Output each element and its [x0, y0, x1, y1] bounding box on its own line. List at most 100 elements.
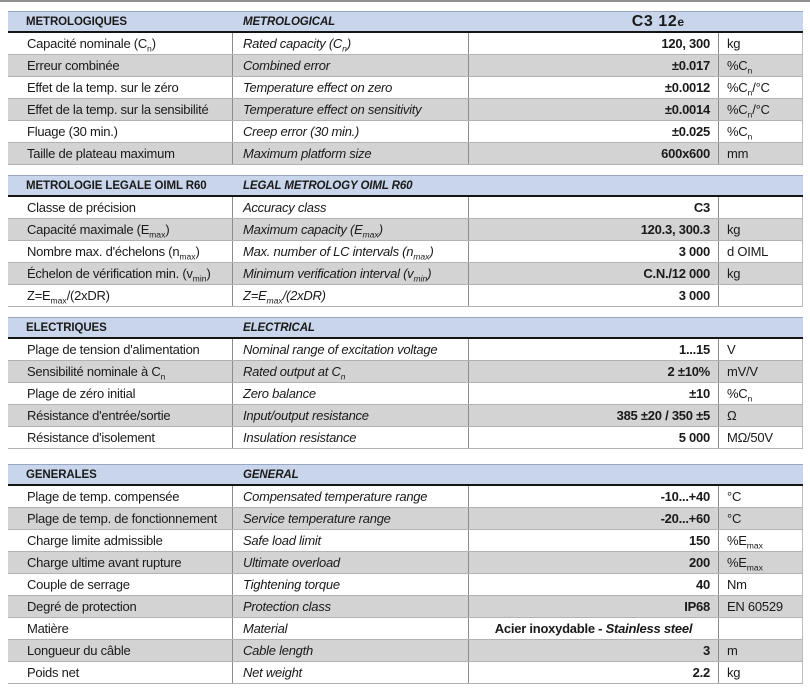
value-cell: ±0.0014 [469, 99, 719, 120]
value-cell: 3 [469, 640, 719, 661]
section-title-fr: MÉTROLOGIE LÉGALE OIML R60 [26, 179, 207, 192]
value-cell: 3 000 [469, 241, 719, 262]
label-fr-cell: Charge ultime avant rupture [8, 552, 233, 573]
table-row: Plage de temp. de fonctionnement Service … [8, 508, 803, 530]
label-fr-cell: Couple de serrage [8, 574, 233, 595]
section-metrological: MÉTROLOGIQUES METROLOGICAL C3 12e Capacité … [8, 11, 803, 165]
section-header: MÉTROLOGIE LÉGALE OIML R60 LEGAL METROLOG… [8, 175, 803, 197]
label-en-cell: Material [233, 618, 469, 639]
label-en-cell: Service temperature range [233, 508, 469, 529]
value-cell: 385 ±20 / 350 ±5 [469, 405, 719, 426]
section-header: ÉLECTRIQUES ELECTRICAL [8, 317, 803, 339]
label-fr-cell: Taille de plateau maximum [8, 143, 233, 164]
unit-cell: mV/V [719, 361, 803, 382]
unit-cell: Nm [719, 574, 803, 595]
label-en-cell: Z=Emax/(2xDR) [233, 285, 469, 306]
value-cell: 120, 300 [469, 33, 719, 54]
label-en-cell: Compensated temperature range [233, 486, 469, 507]
section-title-en: ELECTRICAL [243, 321, 315, 334]
label-fr-cell: Effet de la temp. sur le zéro [8, 77, 233, 98]
value-cell: 3 000 [469, 285, 719, 306]
unit-cell: Ω [719, 405, 803, 426]
label-fr-cell: Échelon de vérification min. (vmin) [8, 263, 233, 284]
label-en-cell: Protection class [233, 596, 469, 617]
section-electrical: ÉLECTRIQUES ELECTRICAL Plage de tension d'… [8, 317, 803, 449]
table-row: Plage de tension d'alimentation Nominal r… [8, 339, 803, 361]
spec-table: MÉTROLOGIQUES METROLOGICAL C3 12e Capacité … [8, 11, 803, 684]
unit-cell: %Cn [719, 121, 803, 142]
label-en-cell: Net weight [233, 662, 469, 683]
label-fr-cell: Capacité nominale (Cn) [8, 33, 233, 54]
value-cell: 2.2 [469, 662, 719, 683]
table-row: Plage de zéro initial Zero balance ±10 %Cn [8, 383, 803, 405]
table-row: Charge limite admissible Safe load limit 1… [8, 530, 803, 552]
label-fr-cell: Nombre max. d'échelons (nmax) [8, 241, 233, 262]
table-row: Couple de serrage Tightening torque 40 Nm [8, 574, 803, 596]
table-row: Taille de plateau maximum Maximum platfor… [8, 143, 803, 165]
label-fr-cell: Plage de temp. de fonctionnement [8, 508, 233, 529]
value-cell: C3 [469, 197, 719, 218]
label-en-cell: Nominal range of excitation voltage [233, 339, 469, 360]
value-cell: 1...15 [469, 339, 719, 360]
top-rule [0, 0, 810, 2]
label-en-cell: Safe load limit [233, 530, 469, 551]
unit-cell: EN 60529 [719, 596, 803, 617]
unit-cell: kg [719, 662, 803, 683]
label-fr-cell: Capacité maximale (Emax) [8, 219, 233, 240]
table-row: Degré de protection Protection class IP68 E… [8, 596, 803, 618]
table-row: Sensibilité nominale à Cn Rated output at… [8, 361, 803, 383]
label-en-cell: Creep error (30 min.) [233, 121, 469, 142]
unit-cell: kg [719, 33, 803, 54]
label-fr-cell: Charge limite admissible [8, 530, 233, 551]
label-en-cell: Accuracy class [233, 197, 469, 218]
label-fr-cell: Poids net [8, 662, 233, 683]
label-en-cell: Rated capacity (Cn) [233, 33, 469, 54]
label-fr-cell: Effet de la temp. sur la sensibilité [8, 99, 233, 120]
italic-text: Stainless steel [605, 621, 693, 636]
table-row: Capacité nominale (Cn) Rated capacity (Cn… [8, 33, 803, 55]
unit-cell [719, 285, 803, 306]
unit-cell: d OIML [719, 241, 803, 262]
unit-cell [719, 197, 803, 218]
label-en-cell: Rated output at Cn [233, 361, 469, 382]
table-row: Longueur du câble Cable length 3 m [8, 640, 803, 662]
unit-cell: %Emax [719, 552, 803, 573]
section-header: MÉTROLOGIQUES METROLOGICAL C3 12e [8, 11, 803, 33]
model-badge: C3 12e [469, 13, 803, 31]
section-general: GÉNÉRALES GENERAL Plage de temp. compensée… [8, 464, 803, 684]
section-title-en: METROLOGICAL [243, 15, 336, 28]
value-cell: 5 000 [469, 427, 719, 448]
label-en-cell: Zero balance [233, 383, 469, 404]
table-row: Charge ultime avant rupture Ultimate over… [8, 552, 803, 574]
label-fr-cell: Plage de temp. compensée [8, 486, 233, 507]
value-cell: 120.3, 300.3 [469, 219, 719, 240]
label-en-cell: Temperature effect on zero [233, 77, 469, 98]
unit-cell: m [719, 640, 803, 661]
table-row: Z=Emax/(2xDR) Z=Emax/(2xDR) 3 000 [8, 285, 803, 307]
label-en-cell: Cable length [233, 640, 469, 661]
label-fr-cell: Degré de protection [8, 596, 233, 617]
label-en-cell: Maximum capacity (Emax) [233, 219, 469, 240]
value-cell: ±0.0012 [469, 77, 719, 98]
label-en-cell: Minimum verification interval (vmin) [233, 263, 469, 284]
label-fr-cell: Longueur du câble [8, 640, 233, 661]
value-cell: ±0.017 [469, 55, 719, 76]
table-row: Résistance d'entrée/sortie Input/output r… [8, 405, 803, 427]
label-en-cell: Maximum platform size [233, 143, 469, 164]
unit-cell: %Cn/°C [719, 99, 803, 120]
label-fr-cell: Résistance d'isolement [8, 427, 233, 448]
table-row: Résistance d'isolement Insulation resista… [8, 427, 803, 449]
label-en-cell: Combined error [233, 55, 469, 76]
unit-cell: °C [719, 486, 803, 507]
label-fr-cell: Résistance d'entrée/sortie [8, 405, 233, 426]
label-en-cell: Tightening torque [233, 574, 469, 595]
unit-cell [719, 618, 803, 639]
label-en-cell: Ultimate overload [233, 552, 469, 573]
section-title-fr: MÉTROLOGIQUES [26, 15, 127, 28]
table-row: Poids net Net weight 2.2 kg [8, 662, 803, 684]
value-cell: C.N./12 000 [469, 263, 719, 284]
label-fr-cell: Classe de précision [8, 197, 233, 218]
value-cell: 200 [469, 552, 719, 573]
table-row: Plage de temp. compensée Compensated temp… [8, 486, 803, 508]
value-cell: -20...+60 [469, 508, 719, 529]
